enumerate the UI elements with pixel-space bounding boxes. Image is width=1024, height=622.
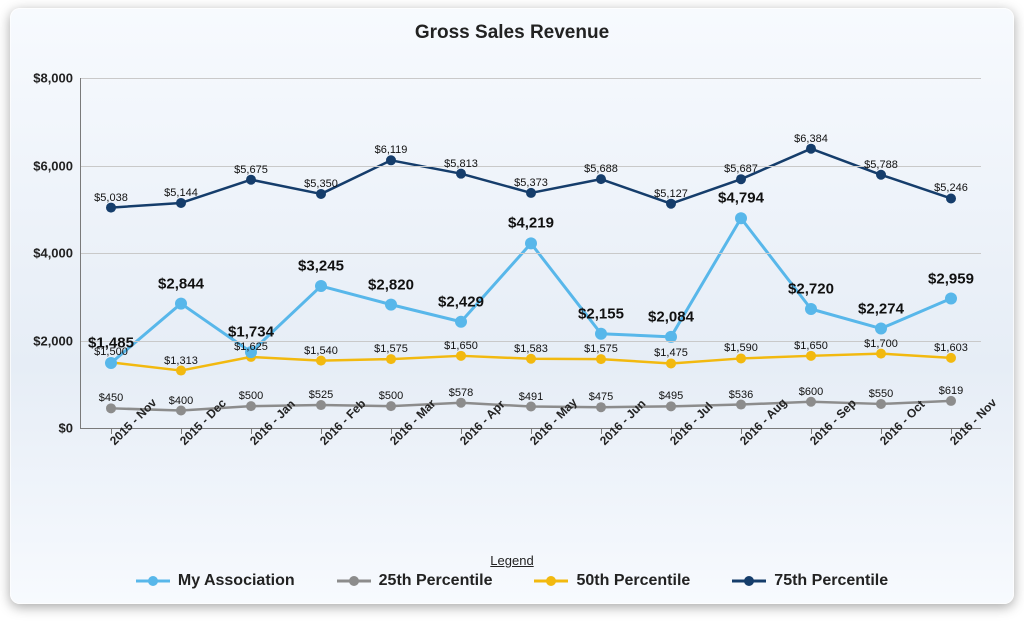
- series-marker-p25: [386, 401, 396, 411]
- legend-item: 75th Percentile: [732, 572, 888, 590]
- series-marker-p50: [946, 353, 956, 363]
- y-tick-label: $8,000: [33, 71, 73, 86]
- series-marker-my_association: [175, 298, 187, 310]
- series-marker-p25: [736, 400, 746, 410]
- legend-swatch: [534, 574, 568, 588]
- chart-title: Gross Sales Revenue: [10, 22, 1014, 44]
- series-marker-p50: [666, 358, 676, 368]
- series-marker-my_association: [735, 212, 747, 224]
- legend-item: My Association: [136, 572, 295, 590]
- series-marker-p50: [316, 356, 326, 366]
- y-tick-label: $0: [59, 421, 73, 436]
- series-marker-p75: [456, 169, 466, 179]
- legend-item: 50th Percentile: [534, 572, 690, 590]
- grid-line: [81, 78, 981, 79]
- series-marker-p50: [526, 354, 536, 364]
- series-marker-my_association: [315, 280, 327, 292]
- series-line-p75: [111, 149, 951, 208]
- series-marker-p25: [946, 396, 956, 406]
- series-marker-p50: [456, 351, 466, 361]
- legend-swatch: [732, 574, 766, 588]
- series-marker-my_association: [455, 316, 467, 328]
- series-marker-p75: [246, 175, 256, 185]
- series-marker-p25: [666, 401, 676, 411]
- legend-title: Legend: [10, 553, 1014, 568]
- series-marker-my_association: [245, 346, 257, 358]
- y-tick-label: $6,000: [33, 158, 73, 173]
- series-marker-p25: [176, 406, 186, 416]
- grid-line: [81, 166, 981, 167]
- series-marker-p75: [526, 188, 536, 198]
- series-marker-my_association: [385, 299, 397, 311]
- series-marker-p50: [596, 354, 606, 364]
- legend: Legend My Association 25th Percentile 50th…: [10, 553, 1014, 590]
- chart-card: Gross Sales Revenue $0$2,000$4,000$6,000…: [10, 8, 1014, 604]
- legend-label: 25th Percentile: [379, 572, 493, 590]
- series-marker-p50: [386, 354, 396, 364]
- series-marker-my_association: [525, 237, 537, 249]
- series-marker-p75: [316, 189, 326, 199]
- series-marker-p75: [666, 199, 676, 209]
- series-marker-my_association: [945, 293, 957, 305]
- legend-label: 50th Percentile: [576, 572, 690, 590]
- series-marker-p75: [176, 198, 186, 208]
- chart-plot-area: $0$2,000$4,000$6,000$8,0002015 - Nov2015…: [80, 78, 981, 429]
- series-marker-my_association: [105, 357, 117, 369]
- series-marker-p50: [806, 351, 816, 361]
- series-marker-p25: [316, 400, 326, 410]
- series-marker-p50: [736, 353, 746, 363]
- legend-swatch: [337, 574, 371, 588]
- grid-line: [81, 341, 981, 342]
- legend-row: My Association 25th Percentile 50th Percen…: [10, 572, 1014, 590]
- grid-line: [81, 253, 981, 254]
- series-marker-p75: [806, 144, 816, 154]
- series-marker-p25: [806, 397, 816, 407]
- y-tick-label: $2,000: [33, 333, 73, 348]
- series-marker-p75: [106, 203, 116, 213]
- series-marker-my_association: [875, 323, 887, 335]
- series-marker-p75: [946, 193, 956, 203]
- legend-label: 75th Percentile: [774, 572, 888, 590]
- series-marker-p25: [246, 401, 256, 411]
- series-marker-my_association: [805, 303, 817, 315]
- y-tick-label: $4,000: [33, 246, 73, 261]
- series-marker-p75: [736, 174, 746, 184]
- series-marker-my_association: [595, 328, 607, 340]
- series-marker-p25: [876, 399, 886, 409]
- series-marker-p75: [876, 170, 886, 180]
- series-marker-p25: [596, 402, 606, 412]
- series-marker-p25: [526, 402, 536, 412]
- series-marker-p25: [456, 398, 466, 408]
- legend-label: My Association: [178, 572, 295, 590]
- series-marker-p75: [386, 155, 396, 165]
- series-marker-p75: [596, 174, 606, 184]
- series-marker-p25: [106, 403, 116, 413]
- series-marker-p50: [176, 366, 186, 376]
- series-marker-p50: [876, 349, 886, 359]
- legend-swatch: [136, 574, 170, 588]
- legend-item: 25th Percentile: [337, 572, 493, 590]
